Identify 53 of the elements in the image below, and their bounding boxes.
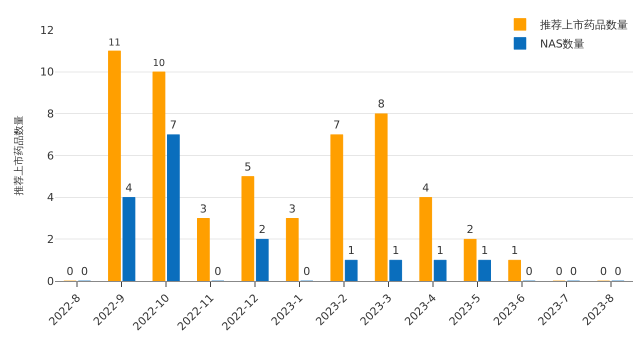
legend-label: NAS数量 [540,38,585,51]
data-label: 0 [600,265,608,278]
data-label: 1 [436,244,444,258]
data-label: 2 [258,223,266,236]
bar [389,260,402,281]
bar [166,134,180,281]
data-label: 8 [378,98,385,111]
bar [122,197,136,281]
legend-label: 推荐上市药品数量 [540,18,628,32]
bar [464,238,477,281]
bar [374,113,388,281]
bar [419,197,432,281]
bar [508,260,522,281]
y-tick-label: 6 [47,149,54,162]
data-label: 11 [108,37,121,48]
data-label: 0 [556,265,563,278]
bar [256,238,269,281]
bar [152,72,166,281]
data-label: 7 [333,118,340,132]
data-label: 1 [481,244,488,258]
data-label: 0 [66,265,74,278]
bar [478,260,491,281]
data-label: 1 [348,244,355,258]
data-label: 0 [214,265,222,278]
y-tick-label: 8 [47,108,54,121]
y-tick-label: 0 [47,274,54,288]
data-label: 1 [511,244,518,258]
data-label: 10 [152,58,166,70]
data-label: 3 [288,202,296,216]
y-tick-label: 12 [40,24,54,37]
bar [344,260,358,281]
data-label: 0 [570,265,578,278]
data-label: 5 [244,160,252,174]
data-label: 0 [80,265,88,278]
bar [434,260,447,281]
data-label: 0 [614,265,622,278]
bar [286,218,299,281]
y-tick-label: 4 [47,191,54,204]
y-tick-label: 10 [40,66,54,79]
bar [197,218,210,281]
data-label: 2 [466,223,474,236]
data-label: 4 [125,181,132,194]
data-label: 7 [170,118,177,132]
data-label: 0 [303,265,310,278]
bar [108,50,121,281]
y-axis-title: 推荐上市药品数量 [13,116,25,196]
data-label: 3 [200,202,207,216]
y-tick-label: 2 [47,233,54,246]
data-label: 4 [422,181,430,194]
data-label: 0 [526,265,533,278]
bar [241,176,254,281]
data-label: 1 [392,244,400,258]
bar [330,134,344,281]
